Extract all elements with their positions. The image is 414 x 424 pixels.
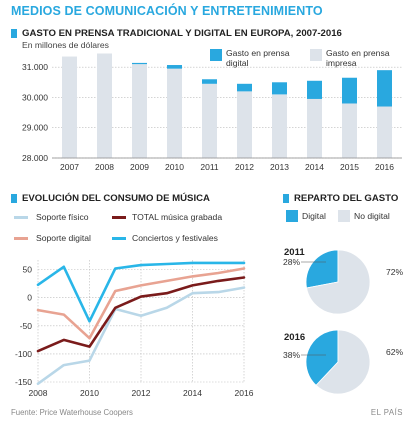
- x-tick-label: 2012: [132, 388, 151, 398]
- bar-impresa: [272, 94, 287, 158]
- music-chart-title: EVOLUCIÓN DEL CONSUMO DE MÚSICA: [22, 193, 210, 204]
- pie-slice-digital: [305, 249, 339, 289]
- x-tick-label: 2008: [95, 162, 114, 172]
- y-tick-label: -150: [15, 377, 32, 387]
- bar-digital: [272, 82, 287, 95]
- legend-line-total: [112, 216, 126, 219]
- section-marker: [11, 194, 17, 203]
- y-tick-label: 31.000: [22, 62, 48, 72]
- section-marker: [283, 194, 289, 203]
- bar-impresa: [377, 106, 392, 158]
- y-tick-label: 29.000: [22, 123, 48, 133]
- legend-label-conciertos: Conciertos y festivales: [132, 233, 218, 243]
- page-title: MEDIOS DE COMUNICACIÓN Y ENTRETENIMIENTO: [11, 4, 323, 18]
- press-chart-subtitle: En millones de dólares: [22, 40, 109, 50]
- series-line-conciertos: [36, 261, 246, 323]
- bar-digital: [132, 62, 147, 65]
- legend-label-pie-digital: Digital: [302, 211, 326, 221]
- pie-slice-nodigital: [315, 329, 371, 395]
- section-marker: [11, 29, 17, 38]
- x-tick-label: 2011: [200, 162, 219, 172]
- pie-label-digital: 38%: [283, 350, 300, 360]
- series-line-digital: [36, 267, 246, 340]
- legend-swatch-pie-nodigital: [338, 210, 350, 222]
- legend-line-digital: [14, 237, 28, 240]
- legend-label-pie-nodigital: No digital: [354, 211, 390, 221]
- legend-label-digital: Gasto en prensa digital: [226, 48, 290, 68]
- x-tick-label: 2014: [305, 162, 324, 172]
- x-tick-label: 2015: [340, 162, 359, 172]
- x-tick-label: 2010: [80, 388, 99, 398]
- legend-swatch-digital: [210, 49, 222, 61]
- x-tick-label: 2008: [29, 388, 48, 398]
- x-tick-label: 2009: [130, 162, 149, 172]
- bar-digital: [377, 70, 392, 107]
- legend-label-digital-music: Soporte digital: [36, 233, 91, 243]
- source-note: Fuente: Price Waterhouse Coopers: [11, 408, 133, 417]
- bar-digital: [307, 80, 322, 99]
- legend-label-impresa: Gasto en prensa impresa: [326, 48, 390, 68]
- legend-line-conciertos: [112, 237, 126, 240]
- y-tick-label: 50: [23, 265, 33, 275]
- series-line-total: [36, 276, 246, 353]
- pie-label-nodigital: 62%: [386, 347, 403, 357]
- pie-slice-digital: [305, 329, 339, 386]
- bar-impresa: [342, 103, 357, 158]
- series-line-fisico: [36, 286, 246, 386]
- legend-label-fisico: Soporte físico: [36, 212, 89, 222]
- bar-impresa: [132, 64, 147, 158]
- pie-year-label: 2016: [284, 332, 305, 343]
- pie-year-label: 2011: [284, 247, 305, 258]
- pie-chart-title: REPARTO DEL GASTO: [294, 193, 399, 204]
- bar-digital: [167, 65, 182, 69]
- bar-impresa: [307, 98, 322, 158]
- bar-impresa: [237, 91, 252, 158]
- bar-impresa: [62, 56, 77, 158]
- bar-digital: [237, 83, 252, 92]
- y-tick-label: -50: [20, 321, 33, 331]
- x-tick-label: 2016: [375, 162, 394, 172]
- legend-line-fisico: [14, 216, 28, 219]
- bar-impresa: [97, 53, 112, 159]
- bar-digital: [202, 79, 217, 84]
- pie-label-nodigital: 72%: [386, 267, 403, 277]
- x-tick-label: 2014: [183, 388, 202, 398]
- legend-swatch-pie-digital: [286, 210, 298, 222]
- legend-label-total: TOTAL música grabada: [132, 212, 223, 222]
- press-chart-title: GASTO EN PRENSA TRADICIONAL Y DIGITAL EN…: [22, 28, 342, 39]
- pie-label-digital: 28%: [283, 257, 300, 267]
- y-tick-label: 28.000: [22, 153, 48, 163]
- x-tick-label: 2012: [235, 162, 254, 172]
- brand-logo: EL PAÍS: [370, 408, 403, 417]
- x-tick-label: 2016: [235, 388, 254, 398]
- x-tick-label: 2013: [270, 162, 289, 172]
- bar-impresa: [167, 68, 182, 158]
- x-tick-label: 2007: [60, 162, 79, 172]
- y-tick-label: 30.000: [22, 92, 48, 102]
- y-tick-label: -100: [15, 349, 32, 359]
- bar-impresa: [202, 83, 217, 158]
- legend-swatch-impresa: [310, 49, 322, 61]
- y-tick-label: 0: [27, 293, 32, 303]
- x-tick-label: 2010: [165, 162, 184, 172]
- bar-digital: [342, 77, 357, 104]
- pie-slice-nodigital: [306, 249, 371, 315]
